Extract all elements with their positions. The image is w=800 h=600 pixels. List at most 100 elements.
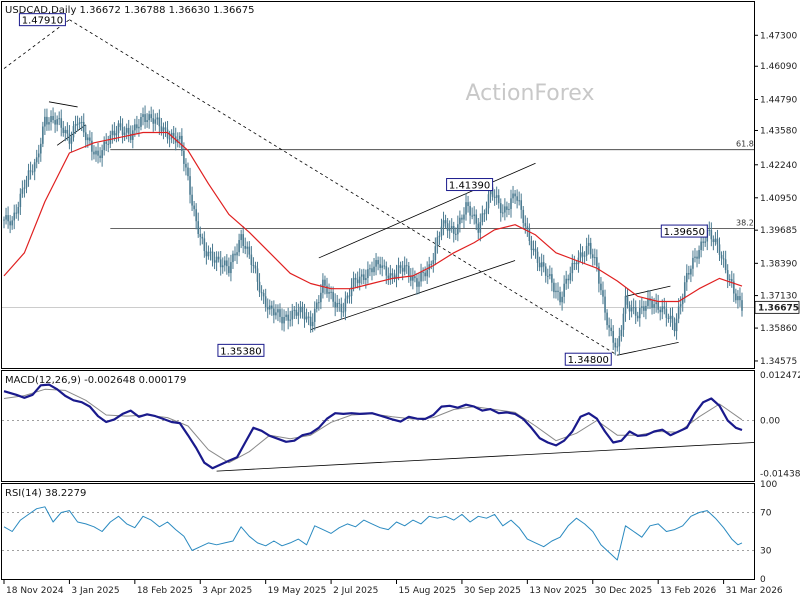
price-tick-label: 1.47300 (760, 31, 797, 41)
candle-body (461, 217, 463, 220)
candle-body (121, 126, 124, 135)
candle-body (497, 195, 500, 204)
candle-body (350, 286, 353, 297)
candle-body (616, 346, 619, 348)
candle-body (301, 306, 304, 313)
candle-body (661, 306, 664, 313)
candle-body (459, 217, 461, 225)
candle-body (457, 224, 459, 235)
candle-body (528, 229, 531, 241)
candle-body (44, 116, 46, 127)
rsi-tick-label: 30 (760, 547, 772, 557)
candle-body (475, 214, 478, 224)
candle-body (87, 137, 89, 141)
candle-body (303, 312, 306, 320)
candle-body (136, 124, 138, 129)
candle-body (275, 312, 277, 316)
candle-body (285, 314, 287, 318)
candle-body (557, 290, 559, 293)
candle-body (82, 121, 85, 133)
price-annotation-label: 1.35380 (220, 346, 261, 357)
candle-body (23, 187, 26, 189)
axes: 1.47300 1.46090 1.44790 1.43580 1.42240 1.409… (2, 31, 800, 596)
candle-body (534, 248, 537, 252)
candle-body (657, 302, 659, 310)
rsi-panel-frame (1, 483, 755, 580)
candle-body (696, 256, 698, 259)
candle-body (250, 254, 253, 266)
candle-body (659, 309, 662, 313)
candle-body (739, 296, 741, 301)
candle-body (551, 274, 553, 283)
candle-body (450, 226, 453, 229)
candle-body (375, 260, 377, 267)
price-tick-label: 1.39685 (760, 226, 797, 236)
candle-body (291, 310, 294, 320)
candles (3, 105, 743, 356)
price-annotation-box (18, 13, 66, 27)
candle-body (389, 273, 392, 279)
candle-body (700, 241, 702, 251)
candle-body (520, 200, 523, 210)
candle-body (187, 167, 189, 177)
price-tick-label: 1.34575 (760, 357, 797, 367)
candle-body (620, 329, 623, 337)
candle-body (236, 252, 238, 256)
pre-peak-trend-line (3, 19, 70, 69)
rsi-tick-label: 100 (760, 480, 777, 490)
candle-body (205, 250, 208, 257)
candle-body (448, 228, 451, 231)
candle-body (195, 209, 197, 222)
candle-body (395, 273, 398, 279)
candle-body (84, 132, 87, 141)
date-tick-label: 31 Mar 2026 (726, 586, 783, 596)
candle-body (58, 118, 60, 120)
candle-body (105, 141, 108, 144)
candle-body (25, 179, 28, 188)
candle-body (19, 193, 22, 208)
price-tick-label: 1.44790 (760, 96, 797, 106)
candle-body (354, 277, 357, 280)
candle-body (242, 234, 244, 246)
candle-body (326, 285, 328, 294)
candle-body (320, 292, 322, 303)
candle-body (598, 266, 600, 284)
macd-line (3, 383, 743, 470)
candle-body (266, 307, 269, 310)
candle-body (673, 322, 676, 332)
candle-body (581, 252, 584, 257)
candle-body (735, 293, 737, 301)
candle-body (741, 300, 743, 311)
candle-body (240, 234, 242, 241)
candle-body (213, 260, 216, 263)
candle-body (502, 212, 504, 214)
candle-body (444, 220, 447, 224)
candle-body (418, 281, 420, 287)
candle-body (410, 275, 412, 281)
candle-body (504, 206, 506, 213)
candle-body (62, 127, 65, 133)
candle-body (54, 120, 56, 125)
candle-body (340, 303, 343, 312)
candle-body (203, 238, 206, 251)
candle-body (168, 138, 171, 140)
candle-body (397, 265, 400, 274)
candle-body (737, 296, 739, 301)
candle-body (328, 292, 330, 294)
candle-body (626, 296, 629, 305)
candle-body (111, 130, 114, 136)
candle-body (60, 118, 63, 128)
moving-average-line (3, 131, 743, 303)
candle-body (442, 220, 445, 227)
candle-body (669, 315, 672, 319)
candle-body (74, 124, 77, 127)
candle-body (234, 253, 236, 256)
candle-body (299, 306, 302, 313)
candle-body (424, 272, 426, 277)
rsi-tick-label: 70 (760, 509, 772, 519)
candle-body (567, 278, 570, 281)
price-annotation-box (564, 352, 612, 366)
candle-body (604, 296, 606, 313)
candle-body (569, 273, 572, 281)
candle-body (164, 127, 167, 130)
